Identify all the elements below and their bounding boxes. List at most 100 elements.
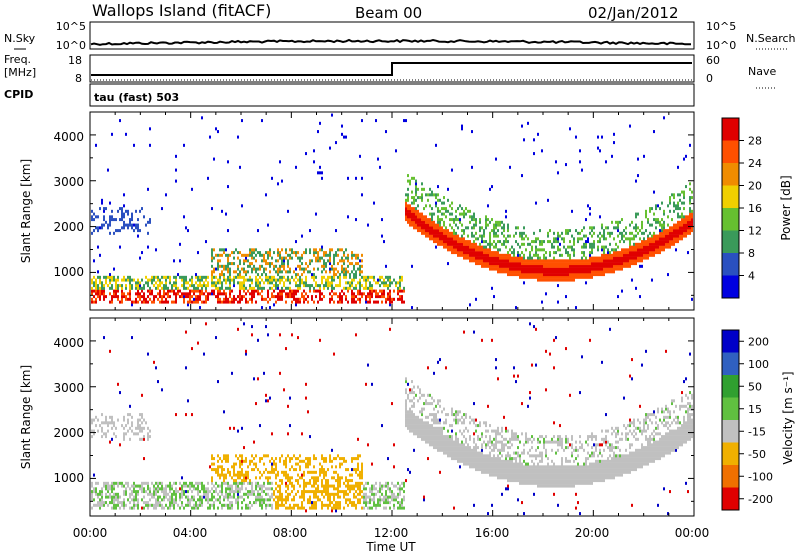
heatmap-cell (243, 322, 245, 325)
heatmap-cell (355, 218, 357, 221)
heatmap-cell (273, 493, 275, 496)
heatmap-cell (119, 496, 121, 499)
heatmap-cell (333, 471, 335, 474)
heatmap-cell (405, 193, 407, 196)
heatmap-cell (149, 279, 151, 282)
heatmap-cell (513, 265, 515, 268)
heatmap-cell (247, 254, 249, 257)
heatmap-cell (483, 254, 485, 257)
heatmap-cell (271, 504, 273, 507)
heatmap-cell (507, 273, 509, 276)
heatmap-cell (495, 259, 497, 262)
heatmap-cell (257, 496, 259, 499)
heatmap-cell (361, 465, 363, 468)
colorbar-swatch (722, 141, 739, 164)
heatmap-cell (477, 254, 479, 257)
heatmap-cell (567, 259, 569, 262)
heatmap-cell (101, 493, 103, 496)
heatmap-cell (125, 424, 127, 427)
heatmap-cell (441, 226, 443, 229)
heatmap-cell (329, 259, 331, 262)
heatmap-cell (499, 248, 501, 251)
heatmap-cell (249, 251, 251, 254)
heatmap-cell (497, 262, 499, 265)
heatmap-cell (347, 468, 349, 471)
heatmap-cell (375, 292, 377, 295)
heatmap-cell (223, 496, 225, 499)
heatmap-cell (253, 295, 255, 298)
heatmap-cell (417, 427, 419, 430)
heatmap-cell (259, 493, 261, 496)
heatmap-cell (395, 496, 397, 499)
heatmap-cell (679, 215, 681, 218)
heatmap-cell (109, 281, 111, 284)
heatmap-cell (547, 279, 549, 282)
heatmap-cell (323, 276, 325, 279)
heatmap-cell (671, 240, 673, 243)
heatmap-cell (393, 465, 395, 468)
heatmap-cell (463, 449, 465, 452)
heatmap-cell (251, 460, 253, 463)
heatmap-cell (133, 498, 135, 501)
colorbar-swatch (722, 276, 739, 299)
heatmap-cell (195, 501, 197, 504)
heatmap-cell (305, 465, 307, 468)
heatmap-cell (359, 485, 361, 488)
heatmap-cell (161, 301, 163, 304)
heatmap-cell (211, 504, 213, 507)
heatmap-cell (141, 290, 143, 293)
heatmap-cell (185, 295, 187, 298)
heatmap-cell (501, 226, 503, 229)
heatmap-cell (443, 243, 445, 246)
heatmap-cell (507, 257, 509, 260)
heatmap-cell (663, 221, 665, 224)
heatmap-cell (117, 419, 119, 422)
heatmap-cell (285, 476, 287, 479)
heatmap-cell (165, 485, 167, 488)
heatmap-cell (91, 218, 93, 221)
heatmap-cell (609, 270, 611, 273)
heatmap-cell (407, 410, 409, 413)
heatmap-cell (573, 254, 575, 257)
heatmap-cell (311, 476, 313, 479)
heatmap-cell (247, 474, 249, 477)
heatmap-cell (359, 279, 361, 282)
heatmap-cell (569, 268, 571, 271)
heatmap-cell (387, 501, 389, 504)
heatmap-cell (585, 259, 587, 262)
heatmap-cell (245, 476, 247, 479)
heatmap-cell (231, 251, 233, 254)
heatmap-cell (219, 485, 221, 488)
heatmap-cell (471, 248, 473, 251)
heatmap-cell (653, 213, 655, 216)
heatmap-cell (353, 301, 355, 304)
heatmap-cell (651, 246, 653, 249)
heatmap-cell (179, 498, 181, 501)
heatmap-cell (445, 215, 447, 218)
heatmap-cell (321, 471, 323, 474)
heatmap-cell (451, 218, 453, 221)
heatmap-cell (239, 251, 241, 254)
heatmap-cell (297, 463, 299, 466)
heatmap-cell (411, 196, 413, 199)
heatmap-cell (205, 498, 207, 501)
heatmap-cell (427, 421, 429, 424)
heatmap-cell (163, 287, 165, 290)
heatmap-cell (259, 485, 261, 488)
heatmap-cell (205, 295, 207, 298)
heatmap-cell (295, 479, 297, 482)
heatmap-cell (323, 504, 325, 507)
heatmap-cell (431, 221, 433, 224)
heatmap-cell (543, 265, 545, 268)
heatmap-cell (589, 268, 591, 271)
heatmap-cell (639, 254, 641, 257)
heatmap-cell (333, 493, 335, 496)
heatmap-cell (217, 259, 219, 262)
heatmap-cell (627, 265, 629, 268)
heatmap-cell (407, 397, 409, 400)
heatmap-cell (271, 276, 273, 279)
heatmap-cell (593, 270, 595, 273)
heatmap-cell (91, 301, 93, 304)
heatmap-cell (565, 262, 567, 265)
heatmap-cell (317, 259, 319, 262)
